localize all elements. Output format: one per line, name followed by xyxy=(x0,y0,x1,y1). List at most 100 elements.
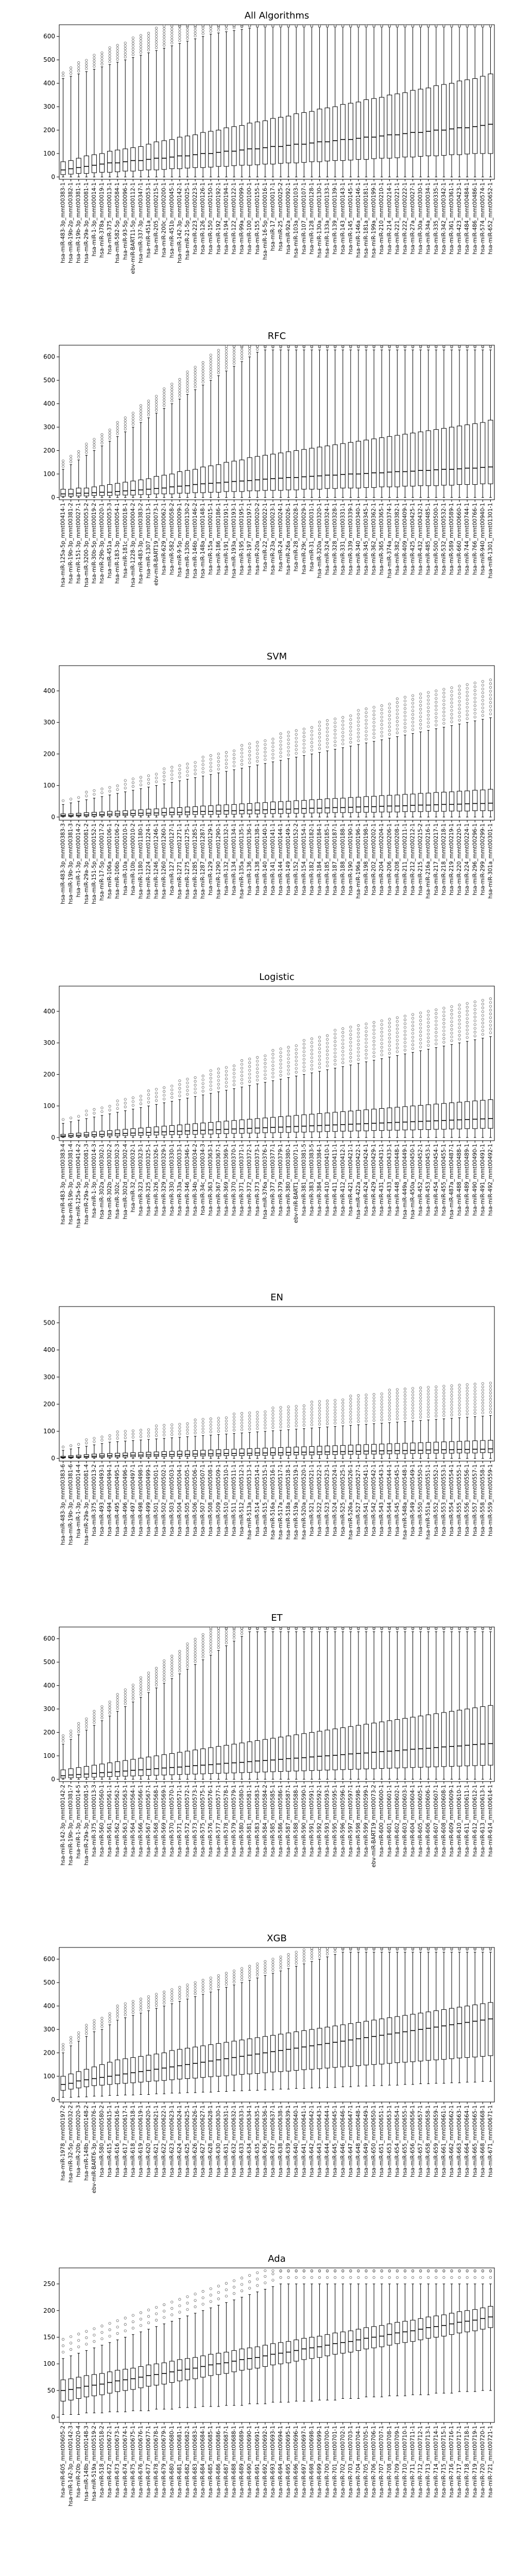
box xyxy=(317,447,322,490)
outlier-point xyxy=(131,1432,134,1435)
outlier-point xyxy=(334,1405,337,1409)
outlier-point xyxy=(194,1640,197,1643)
outlier-point xyxy=(388,1388,391,1392)
outlier-point xyxy=(170,1427,174,1430)
outlier-point xyxy=(209,356,212,360)
box xyxy=(83,1766,89,1778)
outlier-point xyxy=(217,756,220,759)
x-tick-label: hsa-miR-1180_mmt01180-1 xyxy=(138,823,144,899)
outlier-point xyxy=(380,1038,383,1041)
outlier-point xyxy=(139,1095,143,1098)
box xyxy=(239,1120,245,1134)
outlier-point xyxy=(209,765,212,769)
x-tick-label: hsa-miR-155_mmt00155-1 xyxy=(254,182,261,255)
outlier-point xyxy=(458,1007,461,1010)
outlier-point xyxy=(403,1033,407,1037)
outlier-point xyxy=(481,1006,484,1009)
outlier-point xyxy=(450,1039,453,1042)
x-tick-label: hsa-miR-527_mmt00527-1 xyxy=(355,1464,362,1536)
outlier-point xyxy=(279,24,282,27)
outlier-point xyxy=(209,1080,212,1083)
outlier-point xyxy=(388,703,391,706)
outlier-point xyxy=(70,66,73,70)
outlier-point xyxy=(380,1409,383,1412)
outlier-point xyxy=(349,1420,352,1423)
y-tick-label: 300 xyxy=(43,1374,55,1381)
outlier-point xyxy=(232,1064,236,1067)
x-tick-label: hsa-miR-130b_mmt00130-2 xyxy=(184,503,191,579)
box xyxy=(184,806,191,816)
box xyxy=(402,794,408,812)
outlier-point xyxy=(209,353,212,357)
outlier-point xyxy=(264,1062,267,1065)
outlier-point xyxy=(100,57,104,60)
outlier-point xyxy=(458,1022,461,1026)
outlier-point xyxy=(147,1680,150,1683)
outlier-point xyxy=(124,783,127,786)
outlier-point xyxy=(325,730,329,734)
outlier-point xyxy=(473,1012,476,1015)
x-tick-label: hsa-miR-383_mmt00383-5 xyxy=(308,1144,315,1216)
box xyxy=(123,1129,128,1136)
box xyxy=(433,1442,439,1454)
outlier-point xyxy=(365,1045,368,1048)
outlier-point xyxy=(264,1054,267,1057)
outlier-point xyxy=(435,1411,438,1414)
box xyxy=(387,94,392,159)
outlier-point xyxy=(466,1013,469,1016)
outlier-point xyxy=(225,358,228,361)
outlier-point xyxy=(435,701,438,704)
outlier-point xyxy=(225,1074,228,1077)
outlier-point xyxy=(341,738,345,742)
outlier-point xyxy=(131,420,134,423)
x-tick-label: hsa-miR-433_mmt00433-1 xyxy=(386,1144,392,1216)
x-tick-label: hsa-miR-940_mmt00940-1 xyxy=(479,503,486,575)
outlier-point xyxy=(489,345,492,348)
outlier-point xyxy=(302,1411,305,1414)
outlier-point xyxy=(232,356,236,360)
outlier-point xyxy=(357,720,360,723)
outlier-point xyxy=(403,1410,407,1413)
outlier-point xyxy=(442,1010,445,1013)
outlier-point xyxy=(155,41,158,44)
outlier-point xyxy=(155,1088,158,1091)
y-tick-label: 200 xyxy=(43,447,55,454)
y-tick-label: 200 xyxy=(43,1071,55,1078)
outlier-point xyxy=(194,380,197,383)
outlier-point xyxy=(481,706,484,709)
outlier-point xyxy=(163,1670,166,1673)
outlier-point xyxy=(116,1433,119,1437)
x-tick-label: hsa-miR-1287_mmt01287-1 xyxy=(200,823,206,899)
outlier-point xyxy=(155,46,158,49)
outlier-point xyxy=(388,24,391,27)
outlier-point xyxy=(473,1027,476,1030)
outlier-point xyxy=(225,352,228,355)
outlier-point xyxy=(365,1393,368,1397)
outlier-point xyxy=(442,699,445,702)
outlier-point xyxy=(411,1028,415,1031)
x-tick-label: hsa-miR-449a_mmt00449-1 xyxy=(402,1144,408,1219)
outlier-point xyxy=(124,1436,127,1439)
outlier-point xyxy=(256,1071,259,1074)
outlier-point xyxy=(318,1058,321,1061)
outlier-point xyxy=(473,1409,476,1412)
outlier-point xyxy=(217,1423,220,1427)
outlier-point xyxy=(201,1636,204,1639)
outlier-point xyxy=(349,1060,352,1063)
x-tick-label: hsa-miR-496_mmt00496-1 xyxy=(122,1464,128,1536)
x-tick-label: hsa-miR-373_mmt00373-1 xyxy=(254,1144,261,1216)
outlier-point xyxy=(155,403,158,406)
outlier-point xyxy=(209,769,212,772)
outlier-point xyxy=(357,713,360,716)
x-tick-label: hsa-miR-629_mmt00062-1 xyxy=(161,503,167,575)
outlier-point xyxy=(380,1053,383,1057)
outlier-point xyxy=(489,701,492,704)
x-tick-label: hsa-miR-184_mmt00184-1 xyxy=(316,823,322,895)
outlier-point xyxy=(271,749,274,752)
outlier-point xyxy=(93,65,96,68)
outlier-point xyxy=(349,718,352,721)
plot-frame xyxy=(59,665,495,821)
box xyxy=(262,455,268,491)
box xyxy=(309,1114,315,1132)
outlier-point xyxy=(131,1104,134,1107)
